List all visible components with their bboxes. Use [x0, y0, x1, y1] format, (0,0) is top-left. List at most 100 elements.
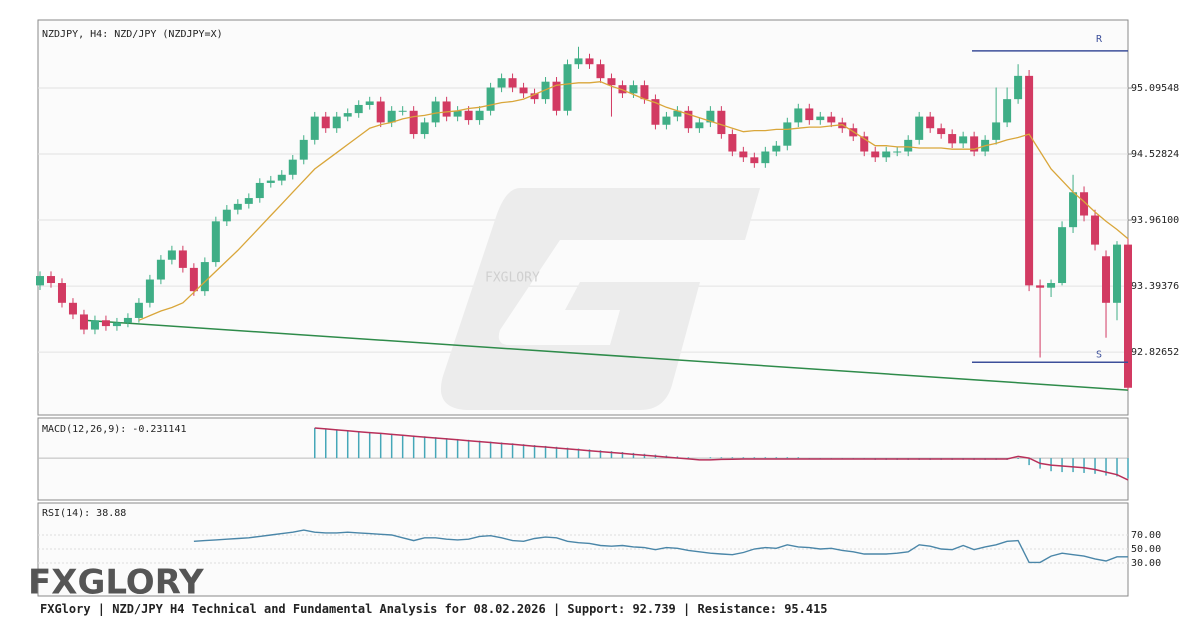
candle-body: [783, 122, 792, 146]
candle-body: [36, 276, 44, 286]
rsi-value: 38.88: [96, 508, 126, 519]
candle-body: [1025, 75, 1034, 286]
candle-body: [673, 110, 682, 117]
brand-logo: FXGLORY: [28, 563, 204, 601]
footer-text: FXGlory | NZD/JPY H4 Technical and Funda…: [40, 602, 626, 616]
candle-body: [739, 151, 748, 158]
candle-body: [145, 279, 154, 303]
candle-body: [860, 136, 869, 152]
candle-body: [475, 110, 484, 121]
candle-body: [46, 276, 55, 284]
candle-body: [1113, 244, 1122, 303]
candle-body: [189, 267, 198, 292]
candle-body: [750, 157, 759, 164]
candle-body: [277, 174, 286, 181]
candle-body: [112, 322, 121, 327]
candle-body: [343, 113, 352, 117]
candle-body: [1102, 256, 1111, 303]
candle-body: [816, 116, 825, 121]
candle-body: [629, 85, 638, 94]
rsi-tick-label: 50.00: [1131, 544, 1161, 555]
candle-body: [1047, 283, 1056, 288]
candle-body: [882, 151, 891, 158]
candle-body: [387, 110, 396, 123]
candle-body: [563, 64, 572, 111]
macd-label-text: MACD(12,26,9):: [42, 424, 126, 435]
candle-body: [827, 116, 836, 123]
candle-body: [640, 85, 649, 100]
candle-body: [1091, 215, 1100, 245]
candle-body: [959, 136, 968, 144]
candle-body: [200, 262, 209, 292]
candle-body: [607, 78, 616, 86]
candle-body: [255, 182, 264, 199]
candle-body: [728, 134, 737, 152]
candle-body: [486, 87, 495, 111]
candle-body: [497, 78, 506, 88]
candle-body: [354, 104, 363, 114]
candle-body: [948, 134, 957, 144]
candle-body: [442, 101, 451, 117]
y-tick-label: 93.96100: [1131, 215, 1179, 226]
y-tick-label: 94.52824: [1131, 149, 1179, 160]
candle-body: [123, 317, 132, 323]
rsi-label-text: RSI(14):: [42, 508, 90, 519]
candle-body: [288, 159, 297, 175]
moving-average: [138, 81, 1129, 321]
rsi-tick-label: 30.00: [1131, 558, 1161, 569]
y-tick-label: 95.09548: [1131, 83, 1179, 94]
candle-body: [376, 101, 385, 123]
candle-body: [431, 101, 440, 123]
footer-text: | Resistance:: [683, 602, 777, 616]
candle-body: [321, 116, 330, 129]
candle-body: [1080, 192, 1089, 216]
candle-body: [761, 151, 770, 164]
candle-body: [299, 139, 308, 160]
candle-body: [266, 180, 275, 183]
candle-body: [68, 302, 77, 315]
resistance-value: 95.415: [784, 602, 828, 616]
candle-body: [156, 259, 165, 280]
candle-body: [706, 110, 715, 123]
candle-body: [233, 203, 242, 210]
candle-body: [926, 116, 935, 129]
candle-body: [1124, 244, 1132, 388]
candle-body: [992, 122, 1001, 140]
candle-body: [453, 110, 462, 117]
y-tick-label: 93.39376: [1131, 281, 1179, 292]
footer: FXGlory | NZD/JPY H4 Technical and Funda…: [40, 602, 828, 616]
candle-body: [915, 116, 924, 140]
trendline: [83, 319, 1129, 391]
support-value: 92.739: [632, 602, 676, 616]
candle-body: [409, 110, 418, 135]
candle-body: [178, 250, 187, 268]
candle-body: [662, 116, 671, 125]
candle-body: [893, 151, 902, 153]
candle-body: [211, 221, 220, 263]
candle-body: [596, 64, 605, 79]
macd-signal: [314, 427, 1129, 481]
candle-body: [167, 250, 176, 260]
candle-body: [464, 110, 473, 121]
candle-body: [552, 81, 561, 111]
candle-body: [937, 128, 946, 135]
candle-body: [1014, 75, 1023, 100]
candle-body: [772, 145, 781, 152]
candle-body: [57, 283, 66, 303]
candle-body: [519, 87, 528, 94]
candle-body: [585, 58, 594, 65]
candle-body: [1058, 227, 1067, 284]
support-label: S: [1096, 349, 1102, 360]
candle-body: [398, 110, 407, 112]
chart: FXGLORY NZDJPY, H4: NZD/JPY (NZDJPY=X) F…: [28, 19, 1179, 601]
candle-body: [695, 122, 704, 129]
candle-body: [244, 198, 253, 204]
candle-body: [310, 116, 319, 140]
candle-body: [332, 116, 341, 129]
rsi-line: [193, 529, 1128, 564]
candle-body: [134, 302, 143, 318]
candle-body: [651, 99, 660, 125]
candle-body: [794, 108, 803, 123]
candle-body: [101, 320, 110, 327]
macd-label: MACD(12,26,9): -0.231141: [42, 424, 186, 435]
